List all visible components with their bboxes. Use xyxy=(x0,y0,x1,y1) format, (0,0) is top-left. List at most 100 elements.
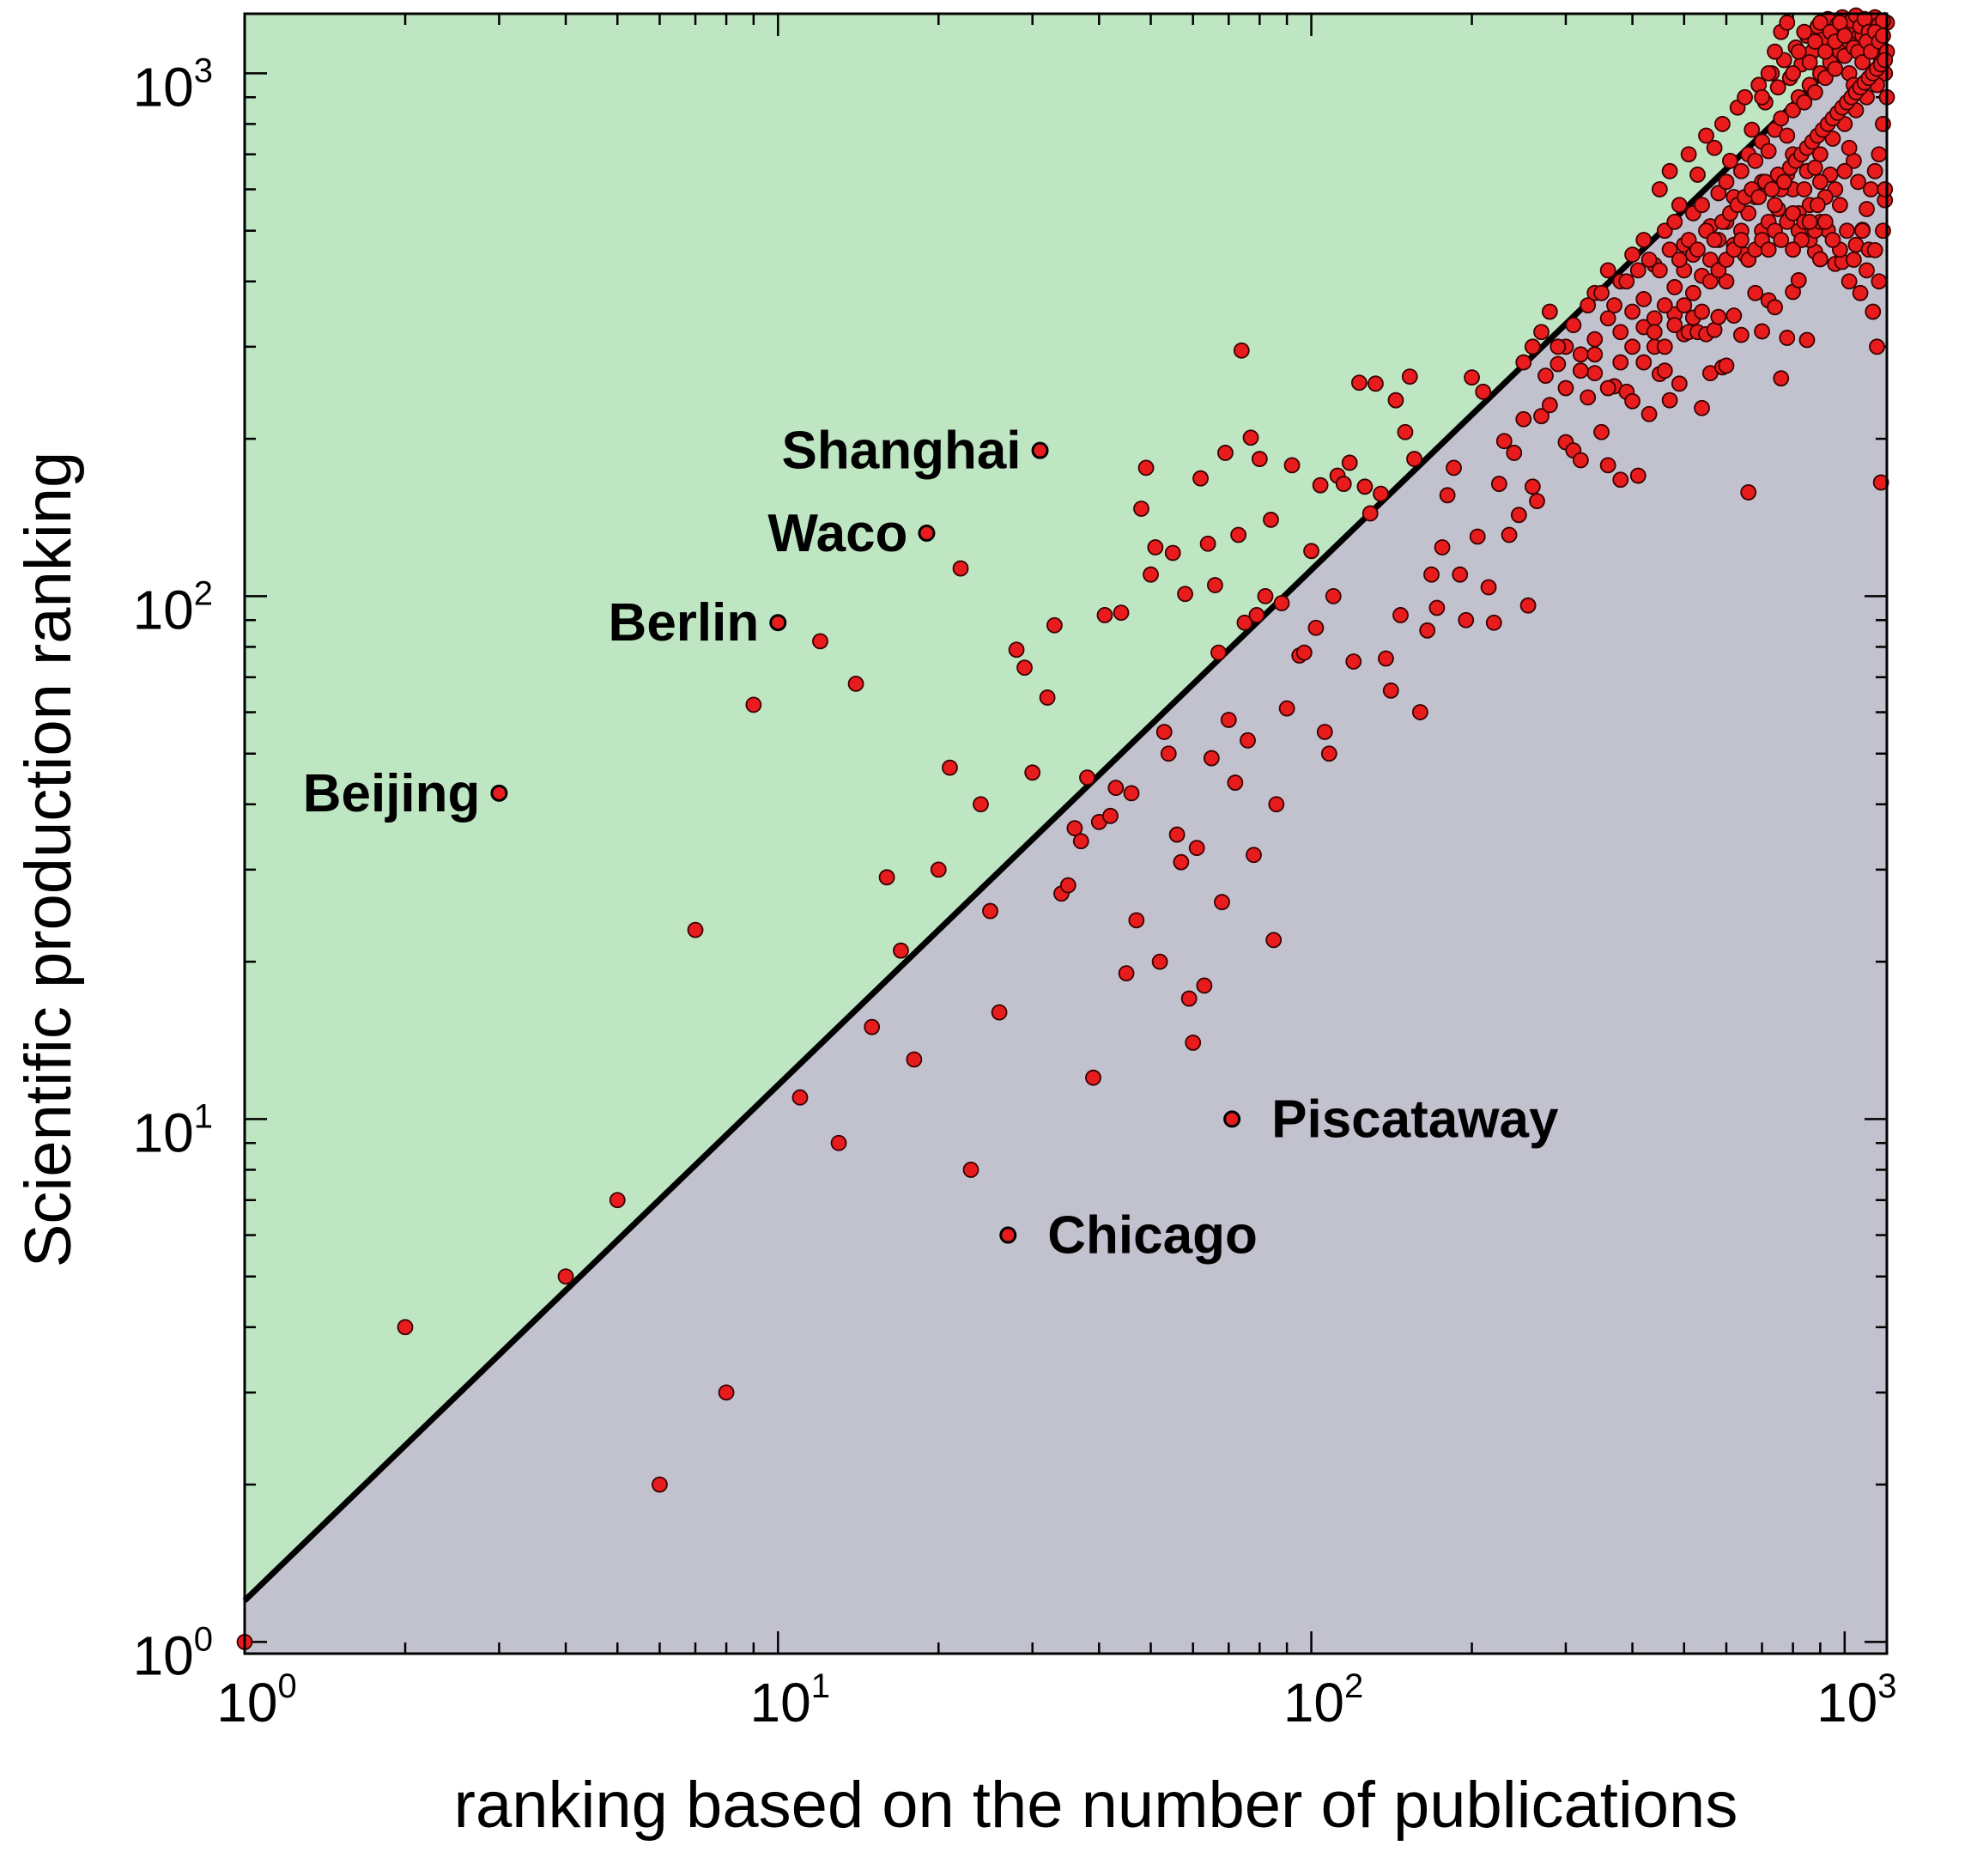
data-point xyxy=(1168,826,1186,843)
data-point xyxy=(991,1004,1008,1021)
data-point xyxy=(1767,299,1783,316)
data-point xyxy=(1773,232,1790,248)
data-point xyxy=(1706,139,1723,156)
data-point xyxy=(1646,310,1663,327)
data-point xyxy=(1710,308,1727,325)
data-point xyxy=(1356,478,1374,495)
data-point xyxy=(1506,445,1523,461)
data-point xyxy=(1859,262,1875,279)
data-point xyxy=(1779,14,1796,31)
data-point xyxy=(1606,297,1622,314)
data-point xyxy=(397,1319,414,1336)
data-point xyxy=(1706,232,1723,248)
data-point xyxy=(1869,338,1885,355)
data-point xyxy=(1599,310,1616,327)
data-point xyxy=(1268,796,1285,813)
data-point xyxy=(1599,379,1616,397)
data-point xyxy=(1227,774,1244,791)
data-point xyxy=(1401,368,1418,386)
data-point xyxy=(973,796,989,813)
data-point xyxy=(1747,284,1764,301)
data-point xyxy=(1740,484,1757,501)
data-point xyxy=(1790,272,1807,288)
data-point xyxy=(1661,162,1678,179)
data-point xyxy=(830,1134,847,1151)
data-point xyxy=(1612,324,1629,341)
data-point xyxy=(1671,197,1688,214)
data-point xyxy=(1811,14,1828,31)
data-point xyxy=(1732,232,1750,248)
tick-labels: 100 101 102 103 100 101 102 103 xyxy=(133,52,1897,1733)
y-tick-label: 102 xyxy=(133,574,213,641)
data-point xyxy=(1480,579,1497,596)
data-point xyxy=(1246,847,1262,864)
data-point xyxy=(1072,833,1089,850)
data-point xyxy=(1387,392,1404,409)
data-point xyxy=(1423,566,1440,583)
data-point xyxy=(1740,204,1757,222)
data-point xyxy=(1257,588,1274,604)
data-point xyxy=(1550,338,1567,355)
data-point xyxy=(1192,470,1209,487)
data-point xyxy=(1775,173,1792,191)
data-point xyxy=(1452,566,1469,583)
city-label: Berlin xyxy=(609,593,760,653)
data-point xyxy=(906,1051,923,1068)
data-point xyxy=(652,1476,668,1493)
data-point xyxy=(893,942,909,959)
data-point xyxy=(1196,977,1213,994)
data-point xyxy=(1694,197,1710,214)
data-point xyxy=(1624,392,1640,410)
data-point xyxy=(1079,769,1095,786)
data-point xyxy=(1754,323,1770,340)
x-tick-label: 103 xyxy=(1816,1667,1896,1733)
data-point xyxy=(1185,1035,1202,1051)
data-point xyxy=(1845,252,1862,268)
data-point xyxy=(1865,303,1882,320)
data-point xyxy=(1744,121,1761,138)
data-point xyxy=(1798,331,1816,349)
data-point xyxy=(1341,454,1358,471)
data-point xyxy=(1859,201,1875,217)
data-point xyxy=(1550,355,1567,373)
data-point xyxy=(1877,181,1894,197)
data-point xyxy=(1866,162,1883,179)
data-point xyxy=(1785,204,1801,222)
data-point xyxy=(1689,241,1706,258)
data-point xyxy=(1635,354,1653,371)
data-point xyxy=(1689,167,1706,183)
data-point xyxy=(1490,476,1507,492)
data-point xyxy=(1651,262,1668,279)
data-point xyxy=(1240,732,1256,749)
data-point xyxy=(1533,408,1550,425)
data-point xyxy=(1760,64,1777,82)
data-point xyxy=(1852,284,1869,301)
data-point xyxy=(1732,162,1750,179)
data-point xyxy=(1773,110,1790,127)
data-point xyxy=(1143,566,1159,583)
data-point xyxy=(1446,459,1462,477)
data-point xyxy=(1656,222,1673,240)
data-point xyxy=(1651,181,1668,197)
data-point xyxy=(1263,512,1279,528)
x-tick-label: 102 xyxy=(1283,1667,1363,1733)
y-tick-label: 103 xyxy=(133,52,213,118)
data-point xyxy=(1773,370,1790,387)
data-point xyxy=(1694,303,1710,320)
data-point xyxy=(1406,451,1422,467)
data-point xyxy=(745,696,762,713)
data-point xyxy=(1164,544,1181,562)
data-point xyxy=(1785,241,1801,258)
data-point xyxy=(1210,644,1227,661)
data-point xyxy=(1599,457,1616,474)
data-point xyxy=(1684,284,1701,301)
data-point xyxy=(1624,338,1640,355)
data-point xyxy=(1854,222,1871,240)
data-point xyxy=(1173,853,1190,871)
data-point xyxy=(952,560,969,577)
data-point xyxy=(1107,780,1125,797)
data-point xyxy=(1180,990,1198,1007)
data-point xyxy=(1475,383,1492,400)
data-point xyxy=(1335,476,1352,492)
